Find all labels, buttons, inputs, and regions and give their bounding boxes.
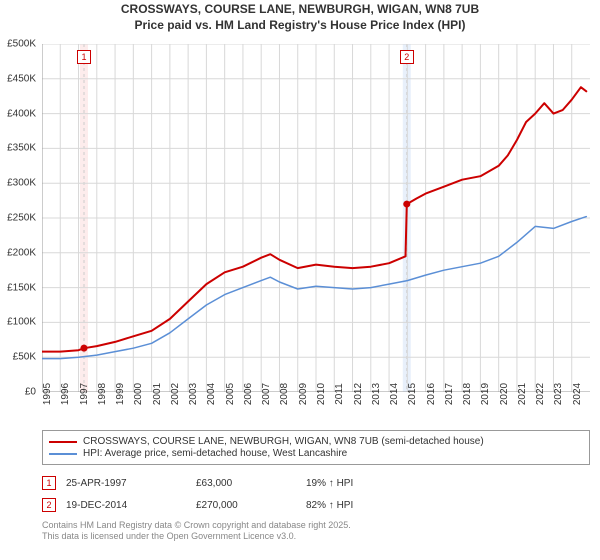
y-tick-label: £100K bbox=[7, 317, 36, 328]
legend-row-1: HPI: Average price, semi-detached house,… bbox=[49, 448, 583, 459]
y-tick-label: £300K bbox=[7, 178, 36, 189]
x-tick-label: 2024 bbox=[572, 383, 583, 405]
x-tick-label: 2017 bbox=[444, 383, 455, 405]
y-tick-label: £400K bbox=[7, 108, 36, 119]
y-tick-label: £200K bbox=[7, 247, 36, 258]
x-tick-label: 2004 bbox=[206, 383, 217, 405]
attribution: Contains HM Land Registry data © Crown c… bbox=[42, 520, 590, 542]
x-tick-label: 2013 bbox=[371, 383, 382, 405]
legend-swatch-1 bbox=[49, 453, 77, 455]
y-tick-label: £250K bbox=[7, 213, 36, 224]
x-tick-label: 2005 bbox=[225, 383, 236, 405]
x-tick-label: 1997 bbox=[79, 383, 90, 405]
x-tick-label: 2022 bbox=[535, 383, 546, 405]
x-tick-label: 2023 bbox=[553, 383, 564, 405]
sale-date-0: 25-APR-1997 bbox=[66, 478, 186, 489]
x-tick-label: 1999 bbox=[115, 383, 126, 405]
x-tick-label: 2016 bbox=[426, 383, 437, 405]
x-tick-label: 2009 bbox=[298, 383, 309, 405]
legend-label-1: HPI: Average price, semi-detached house,… bbox=[83, 448, 347, 459]
sale-pct-1: 82% ↑ HPI bbox=[306, 500, 426, 511]
x-tick-label: 2020 bbox=[499, 383, 510, 405]
x-tick-label: 1995 bbox=[42, 383, 53, 405]
x-tick-label: 2007 bbox=[261, 383, 272, 405]
x-tick-label: 2018 bbox=[462, 383, 473, 405]
y-tick-label: £500K bbox=[7, 39, 36, 50]
x-tick-label: 1996 bbox=[60, 383, 71, 405]
y-axis-labels: £0£50K£100K£150K£200K£250K£300K£350K£400… bbox=[0, 44, 38, 392]
x-tick-label: 2012 bbox=[353, 383, 364, 405]
x-tick-label: 2021 bbox=[517, 383, 528, 405]
legend-row-0: CROSSWAYS, COURSE LANE, NEWBURGH, WIGAN,… bbox=[49, 436, 583, 447]
plot-svg bbox=[42, 44, 590, 392]
sales-points: 1 25-APR-1997 £63,000 19% ↑ HPI 2 19-DEC… bbox=[42, 472, 590, 516]
attribution-line-2: This data is licensed under the Open Gov… bbox=[42, 531, 590, 542]
x-tick-label: 2011 bbox=[334, 383, 345, 405]
y-tick-label: £350K bbox=[7, 143, 36, 154]
sale-marker-1: 2 bbox=[42, 498, 56, 512]
sale-date-1: 19-DEC-2014 bbox=[66, 500, 186, 511]
y-tick-label: £0 bbox=[25, 387, 36, 398]
x-tick-label: 2008 bbox=[279, 383, 290, 405]
sale-row-0: 1 25-APR-1997 £63,000 19% ↑ HPI bbox=[42, 472, 590, 494]
sale-row-1: 2 19-DEC-2014 £270,000 82% ↑ HPI bbox=[42, 494, 590, 516]
chart-sale-marker: 2 bbox=[400, 50, 414, 64]
title-line-2: Price paid vs. HM Land Registry's House … bbox=[0, 18, 600, 34]
legend-label-0: CROSSWAYS, COURSE LANE, NEWBURGH, WIGAN,… bbox=[83, 436, 484, 447]
title-line-1: CROSSWAYS, COURSE LANE, NEWBURGH, WIGAN,… bbox=[0, 2, 600, 18]
sale-pct-0: 19% ↑ HPI bbox=[306, 478, 426, 489]
x-tick-label: 2010 bbox=[316, 383, 327, 405]
title-block: CROSSWAYS, COURSE LANE, NEWBURGH, WIGAN,… bbox=[0, 0, 600, 33]
x-tick-label: 2001 bbox=[152, 383, 163, 405]
y-tick-label: £50K bbox=[13, 352, 36, 363]
x-tick-label: 2006 bbox=[243, 383, 254, 405]
x-tick-label: 1998 bbox=[97, 383, 108, 405]
x-tick-label: 2015 bbox=[407, 383, 418, 405]
x-tick-label: 2002 bbox=[170, 383, 181, 405]
attribution-line-1: Contains HM Land Registry data © Crown c… bbox=[42, 520, 590, 531]
sale-price-1: £270,000 bbox=[196, 500, 296, 511]
chart-container: CROSSWAYS, COURSE LANE, NEWBURGH, WIGAN,… bbox=[0, 0, 600, 560]
y-tick-label: £450K bbox=[7, 73, 36, 84]
y-tick-label: £150K bbox=[7, 282, 36, 293]
x-axis-labels: 1995199619971998199920002001200220032004… bbox=[42, 392, 590, 432]
x-tick-label: 2019 bbox=[480, 383, 491, 405]
sale-price-0: £63,000 bbox=[196, 478, 296, 489]
x-tick-label: 2000 bbox=[133, 383, 144, 405]
x-tick-label: 2014 bbox=[389, 383, 400, 405]
legend-swatch-0 bbox=[49, 441, 77, 443]
sale-marker-0: 1 bbox=[42, 476, 56, 490]
x-tick-label: 2003 bbox=[188, 383, 199, 405]
legend: CROSSWAYS, COURSE LANE, NEWBURGH, WIGAN,… bbox=[42, 430, 590, 465]
plot-area: 12 bbox=[42, 44, 590, 392]
chart-sale-marker: 1 bbox=[77, 50, 91, 64]
